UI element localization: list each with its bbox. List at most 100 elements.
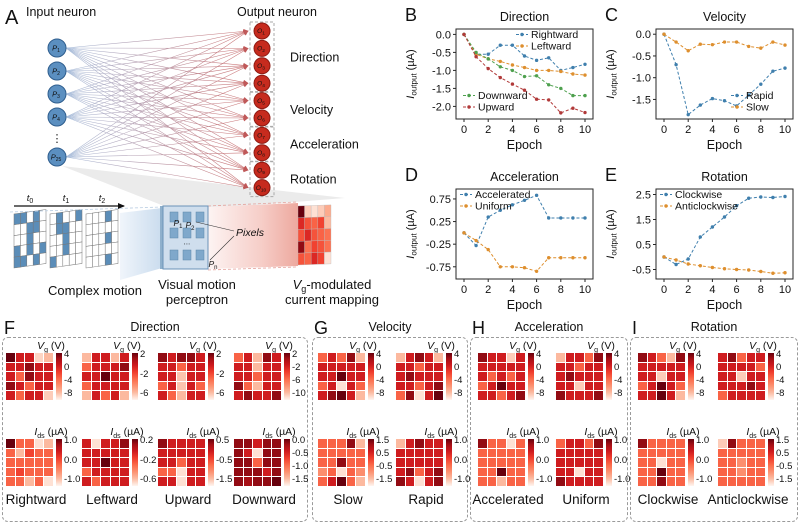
heatmap-cell [487, 458, 497, 467]
legend-label-uniform: Uniform [475, 201, 512, 213]
colorbar-label: Ids (µA) [410, 426, 472, 440]
heatmap-cell [647, 372, 657, 381]
colorbar-label-unit: (µA) [679, 426, 700, 438]
heatmap-cell [396, 353, 405, 362]
heatmap-cell [718, 467, 727, 477]
heatmap-cell [318, 458, 327, 467]
time-label-0-sub: 0 [29, 198, 33, 205]
y-tick-label: -2.0 [432, 101, 451, 113]
colorbar-label-unit: (µA) [199, 426, 220, 438]
heatmap-cell [497, 372, 506, 381]
data-point [759, 46, 763, 50]
heatmap-leftward-ids [82, 439, 129, 486]
colorbar-label: Vg (V) [172, 340, 234, 354]
heatmap-cell [756, 477, 765, 486]
heatmap-cell [638, 448, 647, 458]
data-point [686, 112, 690, 117]
heatmap-cell [318, 353, 327, 362]
heatmap-cell [594, 353, 603, 362]
heatmap-cell [356, 381, 365, 391]
colorbar-tick: 1.5 [376, 435, 390, 446]
panel-letter-H: H [472, 318, 485, 338]
heatmap-cell [196, 372, 205, 381]
heatmap-cell [737, 448, 746, 458]
x-tick-label: 0 [461, 124, 467, 136]
heatmap-cell [25, 477, 34, 486]
heatmap-cell [346, 362, 356, 372]
colorbar-tick: 0.0 [64, 454, 78, 466]
heatmap-cell [424, 467, 434, 477]
x-tick-label: 6 [534, 284, 540, 296]
legend-label-rightward: Rightward [531, 29, 578, 41]
colorbar-label: Ids (µA) [732, 426, 794, 440]
colorbar-tick: -1.0 [64, 474, 81, 485]
colorbar-label-unit: (µA) [275, 426, 296, 438]
colorbar-tick: 2 [216, 349, 222, 360]
colorbar-tick: 4 [696, 349, 702, 360]
colorbar-tick: -6 [292, 375, 301, 386]
panel-dashed-box [470, 337, 628, 522]
data-point [734, 40, 739, 44]
heatmap-cell [327, 467, 337, 477]
heatmap-cell [497, 477, 506, 486]
heatmap-cell [396, 458, 405, 467]
caption-vg-modulated-sub: g [301, 284, 306, 294]
heatmap-cell [666, 362, 676, 372]
data-point [722, 215, 727, 219]
heatmap-cell [186, 477, 196, 486]
heatmap-cell [120, 467, 129, 477]
heatmap-cell [158, 381, 167, 391]
colorbar-label-main: I [746, 426, 750, 438]
input-neuron-label-2: P2 [52, 67, 60, 78]
heatmap-cell [727, 477, 737, 486]
heatmap-cell [506, 372, 516, 381]
heatmap-cell [647, 439, 657, 448]
data-point [534, 68, 539, 73]
colorbar-label-unit: (V) [762, 340, 777, 352]
data-point [510, 43, 515, 47]
legend-marker [664, 192, 668, 197]
column-label-anticlockwise: Anticlockwise [707, 492, 789, 507]
heatmap-cell [337, 372, 346, 381]
perceptron-pn-label-sub: n [214, 265, 217, 271]
heatmap-cell [101, 448, 110, 458]
colorbar-label-unit: (V) [600, 340, 615, 352]
heatmap-cell [318, 439, 327, 448]
data-point [547, 216, 551, 220]
data-point [522, 198, 527, 203]
colorbar-label-unit: (V) [278, 340, 293, 352]
motion-frame-2 [85, 209, 119, 269]
colorbar-label-unit: (µA) [597, 426, 618, 438]
heatmap-cell [647, 467, 657, 477]
heatmap-cell [405, 391, 415, 400]
x-tick-label: 0 [461, 284, 467, 296]
colorbar-tick: 4 [536, 349, 542, 360]
heatmap-cell [478, 448, 487, 458]
output-neuron-10 [253, 179, 271, 197]
y-tick-label: -0.75 [426, 262, 451, 274]
y-tick-label: -1.5 [432, 83, 451, 95]
perceptron-p1-label-main: P [173, 218, 179, 228]
heatmap-cell [756, 467, 765, 477]
heatmap-cell [727, 439, 737, 448]
heatmap-cell [158, 467, 167, 477]
heatmap-cell [584, 467, 594, 477]
heatmap-cell [234, 458, 243, 467]
heatmap-cell [253, 381, 262, 391]
heatmap-cell [177, 362, 186, 372]
heatmap-cell [6, 458, 15, 467]
caption-current-mapping: current mapping [285, 292, 379, 307]
series-line-uniform [463, 232, 585, 272]
colorbar [688, 439, 694, 486]
colorbar-label-sub: g [434, 347, 438, 355]
heatmap-cell [478, 362, 487, 372]
colorbar-tick: -0.2 [140, 454, 157, 466]
heatmap-cell [101, 372, 110, 381]
colorbar-label: Ids (µA) [492, 426, 554, 440]
heatmap-cell [243, 372, 253, 381]
colorbar-label-main: I [186, 426, 190, 438]
colorbar-tick: -8 [614, 388, 623, 399]
data-point [662, 255, 666, 259]
colorbar-tick: -4 [696, 375, 705, 386]
legend-marker [464, 204, 468, 208]
